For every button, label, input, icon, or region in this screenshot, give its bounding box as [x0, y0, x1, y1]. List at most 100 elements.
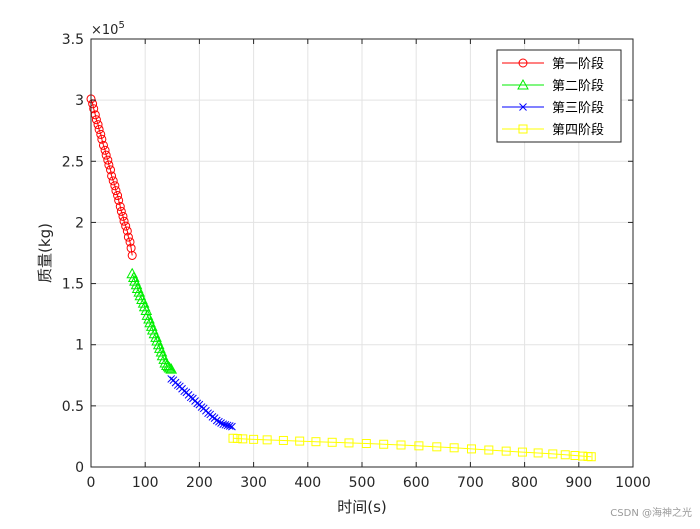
data-point	[140, 304, 153, 315]
data-point	[578, 451, 588, 461]
data-point	[130, 278, 143, 290]
data-point	[100, 145, 110, 155]
x-tick-label: 900	[565, 475, 592, 491]
data-point	[379, 439, 389, 449]
data-point	[501, 446, 511, 456]
data-point	[295, 436, 305, 446]
legend-marker	[519, 103, 527, 111]
legend-item: 第四阶段	[502, 123, 604, 138]
legend-item: 第二阶段	[502, 78, 604, 94]
data-point	[110, 181, 120, 191]
data-point	[344, 438, 354, 448]
legend-label: 第四阶段	[552, 123, 604, 138]
data-point	[165, 363, 178, 374]
data-point	[118, 211, 128, 221]
y-tick-label: 3.5	[62, 32, 84, 48]
data-point	[103, 155, 113, 165]
x-tick-label: 1000	[615, 475, 651, 491]
y-tick-label: 0.5	[62, 399, 84, 415]
y-tick-label: 2.5	[62, 154, 84, 170]
x-tick-label: 300	[240, 475, 267, 491]
data-point	[137, 297, 150, 308]
x-tick-label: 400	[294, 475, 321, 491]
data-point	[114, 195, 124, 205]
data-point	[221, 420, 230, 429]
legend-box	[496, 49, 622, 143]
data-point	[115, 202, 125, 212]
data-point	[98, 140, 108, 150]
data-point	[327, 437, 337, 447]
data-point	[152, 338, 165, 350]
series-1	[86, 94, 137, 260]
data-point	[484, 445, 494, 455]
data-point	[225, 422, 234, 430]
data-point	[125, 237, 135, 247]
data-point	[249, 434, 259, 444]
data-point	[93, 120, 103, 130]
data-point	[228, 422, 236, 431]
x-tick-label: 600	[403, 475, 430, 491]
y-tick-label: 1	[75, 338, 84, 354]
series-3	[167, 375, 236, 431]
data-point	[94, 124, 104, 134]
legend-label: 第一阶段	[552, 57, 604, 72]
data-point	[111, 186, 121, 196]
data-point	[122, 226, 132, 236]
data-point	[127, 271, 140, 282]
data-point	[119, 216, 129, 226]
legend-marker	[518, 58, 528, 68]
data-point	[449, 443, 459, 453]
data-point	[104, 160, 114, 170]
data-point	[133, 286, 146, 297]
legend-label: 第三阶段	[552, 101, 604, 116]
data-point	[127, 250, 137, 260]
x-tick-label: 500	[349, 475, 376, 491]
data-point	[113, 191, 123, 201]
data-point	[466, 444, 476, 454]
data-point	[150, 331, 162, 342]
data-point	[212, 416, 221, 425]
x-tick-label: 200	[186, 475, 213, 491]
legend-item: 第一阶段	[502, 57, 604, 72]
legend-marker	[518, 124, 528, 134]
data-point	[215, 417, 223, 426]
data-point	[97, 134, 107, 144]
y-tick-label: 0	[75, 460, 84, 476]
legend-item: 第三阶段	[502, 101, 604, 116]
y-tick-label: 3	[75, 93, 84, 109]
data-point	[121, 221, 131, 231]
series-line	[90, 98, 133, 256]
x-tick-label: 100	[132, 475, 159, 491]
data-point	[161, 359, 173, 371]
y-exponent-label: ×105	[91, 20, 125, 38]
data-point	[586, 452, 596, 462]
data-point	[311, 437, 321, 447]
series-4	[228, 433, 596, 462]
data-point	[126, 243, 136, 253]
data-point	[101, 150, 111, 160]
y-tick-label: 1.5	[62, 277, 84, 293]
data-point	[262, 435, 272, 445]
data-point	[533, 448, 543, 458]
data-point	[223, 421, 232, 430]
data-point	[155, 346, 168, 357]
data-point	[517, 447, 527, 457]
y-axis-label: 质量(kg)	[36, 223, 54, 283]
data-point	[548, 449, 558, 459]
data-point	[158, 353, 171, 364]
legend-label: 第二阶段	[552, 79, 604, 94]
data-point	[107, 171, 117, 181]
data-point	[217, 419, 225, 427]
data-point	[163, 361, 176, 373]
x-tick-label: 0	[87, 475, 96, 491]
x-tick-label: 700	[457, 475, 484, 491]
data-point	[89, 104, 99, 114]
series-2	[126, 267, 178, 374]
data-point	[414, 441, 424, 451]
data-point	[106, 165, 116, 175]
y-tick-label: 2	[75, 215, 84, 231]
watermark: CSDN @海神之光	[610, 508, 692, 519]
